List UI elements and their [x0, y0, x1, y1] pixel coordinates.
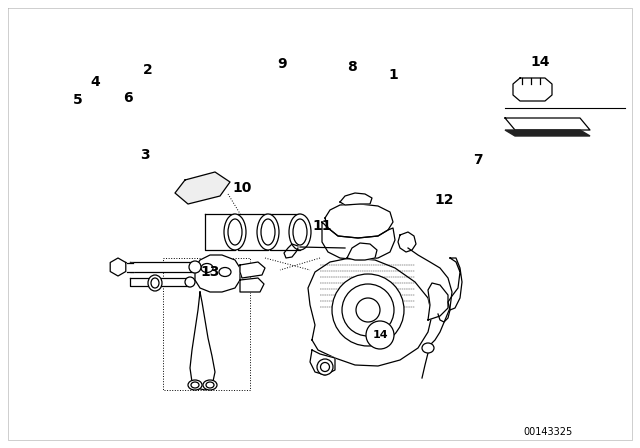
Text: 3: 3 — [140, 148, 150, 162]
Ellipse shape — [317, 359, 333, 375]
Polygon shape — [240, 262, 265, 278]
Text: 4: 4 — [90, 75, 100, 89]
Polygon shape — [270, 214, 300, 250]
Circle shape — [366, 321, 394, 349]
Ellipse shape — [289, 214, 311, 250]
Polygon shape — [398, 232, 416, 252]
Ellipse shape — [185, 277, 195, 287]
Ellipse shape — [201, 263, 213, 272]
Polygon shape — [347, 243, 377, 260]
Ellipse shape — [151, 278, 159, 288]
Text: 1: 1 — [388, 68, 398, 82]
Polygon shape — [340, 193, 372, 205]
Polygon shape — [238, 214, 268, 250]
Polygon shape — [130, 278, 190, 286]
Text: 8: 8 — [347, 60, 357, 74]
Ellipse shape — [321, 362, 330, 371]
Text: 9: 9 — [277, 57, 287, 71]
Text: 13: 13 — [200, 265, 220, 279]
Ellipse shape — [224, 214, 246, 250]
Polygon shape — [127, 263, 133, 272]
Ellipse shape — [332, 274, 404, 346]
Ellipse shape — [148, 275, 162, 291]
Polygon shape — [325, 204, 393, 238]
Ellipse shape — [261, 219, 275, 245]
Ellipse shape — [188, 380, 202, 390]
Text: 12: 12 — [435, 193, 454, 207]
Ellipse shape — [219, 267, 231, 276]
Ellipse shape — [422, 343, 434, 353]
Text: 11: 11 — [312, 219, 332, 233]
Polygon shape — [130, 262, 195, 272]
Polygon shape — [505, 118, 590, 130]
Polygon shape — [308, 258, 432, 366]
Ellipse shape — [257, 214, 279, 250]
Ellipse shape — [203, 380, 217, 390]
Text: 7: 7 — [473, 153, 483, 167]
Text: 2: 2 — [143, 63, 153, 77]
Ellipse shape — [293, 219, 307, 245]
Polygon shape — [240, 278, 264, 292]
Text: 5: 5 — [73, 93, 83, 107]
Polygon shape — [322, 222, 395, 260]
Ellipse shape — [342, 284, 394, 336]
Polygon shape — [195, 255, 240, 292]
Polygon shape — [110, 258, 126, 276]
Polygon shape — [175, 172, 230, 204]
Ellipse shape — [206, 382, 214, 388]
Ellipse shape — [356, 298, 380, 322]
Text: 10: 10 — [232, 181, 252, 195]
Polygon shape — [310, 350, 335, 375]
Polygon shape — [190, 292, 215, 390]
Ellipse shape — [189, 261, 201, 273]
Ellipse shape — [228, 219, 242, 245]
Text: 14: 14 — [531, 55, 550, 69]
Text: 14: 14 — [372, 330, 388, 340]
Ellipse shape — [191, 382, 199, 388]
Polygon shape — [448, 258, 462, 310]
Polygon shape — [505, 130, 590, 136]
Polygon shape — [513, 78, 552, 101]
Text: 6: 6 — [123, 91, 133, 105]
Text: 00143325: 00143325 — [524, 427, 573, 437]
Polygon shape — [428, 283, 448, 320]
Polygon shape — [205, 214, 235, 250]
